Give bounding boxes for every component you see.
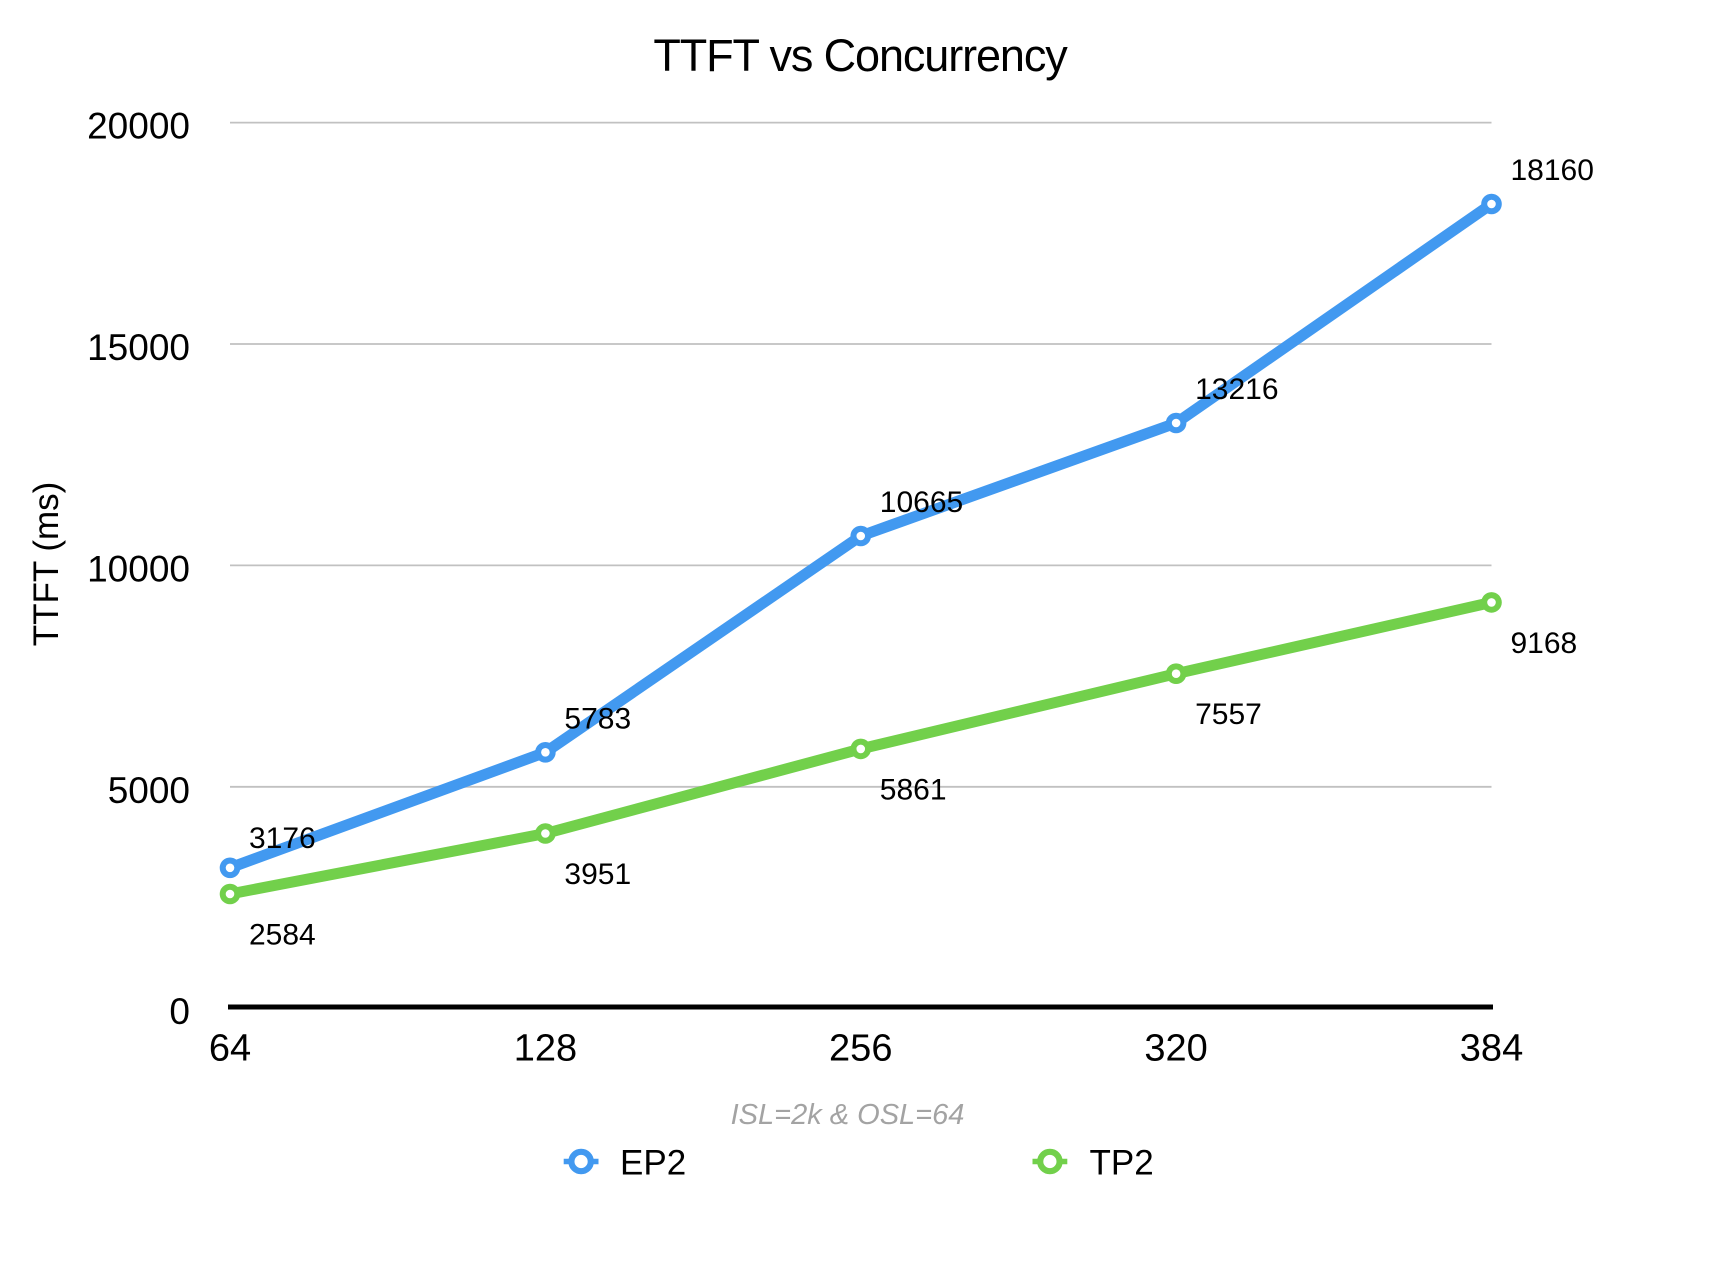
- svg-text:384: 384: [1460, 1028, 1523, 1070]
- svg-text:0: 0: [169, 991, 190, 1032]
- svg-text:3176: 3176: [249, 822, 316, 855]
- svg-text:128: 128: [514, 1028, 577, 1070]
- svg-text:TTFT (ms): TTFT (ms): [27, 482, 66, 647]
- svg-text:7557: 7557: [1195, 698, 1262, 731]
- svg-text:3951: 3951: [564, 858, 631, 891]
- svg-text:20000: 20000: [87, 106, 190, 147]
- svg-text:EP2: EP2: [620, 1144, 686, 1183]
- svg-text:18160: 18160: [1511, 154, 1594, 187]
- svg-text:10000: 10000: [87, 549, 190, 590]
- svg-text:5000: 5000: [108, 770, 190, 811]
- svg-text:TP2: TP2: [1090, 1144, 1154, 1183]
- svg-text:9168: 9168: [1511, 627, 1578, 660]
- svg-text:10665: 10665: [880, 486, 963, 519]
- svg-text:64: 64: [209, 1028, 251, 1070]
- svg-text:320: 320: [1144, 1028, 1207, 1070]
- svg-text:5783: 5783: [564, 702, 631, 735]
- svg-text:ISL=2k & OSL=64: ISL=2k & OSL=64: [731, 1099, 965, 1131]
- svg-text:13216: 13216: [1195, 373, 1278, 406]
- svg-text:15000: 15000: [87, 327, 190, 368]
- svg-text:TTFT vs Concurrency: TTFT vs Concurrency: [653, 30, 1068, 81]
- svg-text:5861: 5861: [880, 773, 947, 806]
- svg-text:2584: 2584: [249, 919, 316, 952]
- svg-text:256: 256: [829, 1028, 892, 1070]
